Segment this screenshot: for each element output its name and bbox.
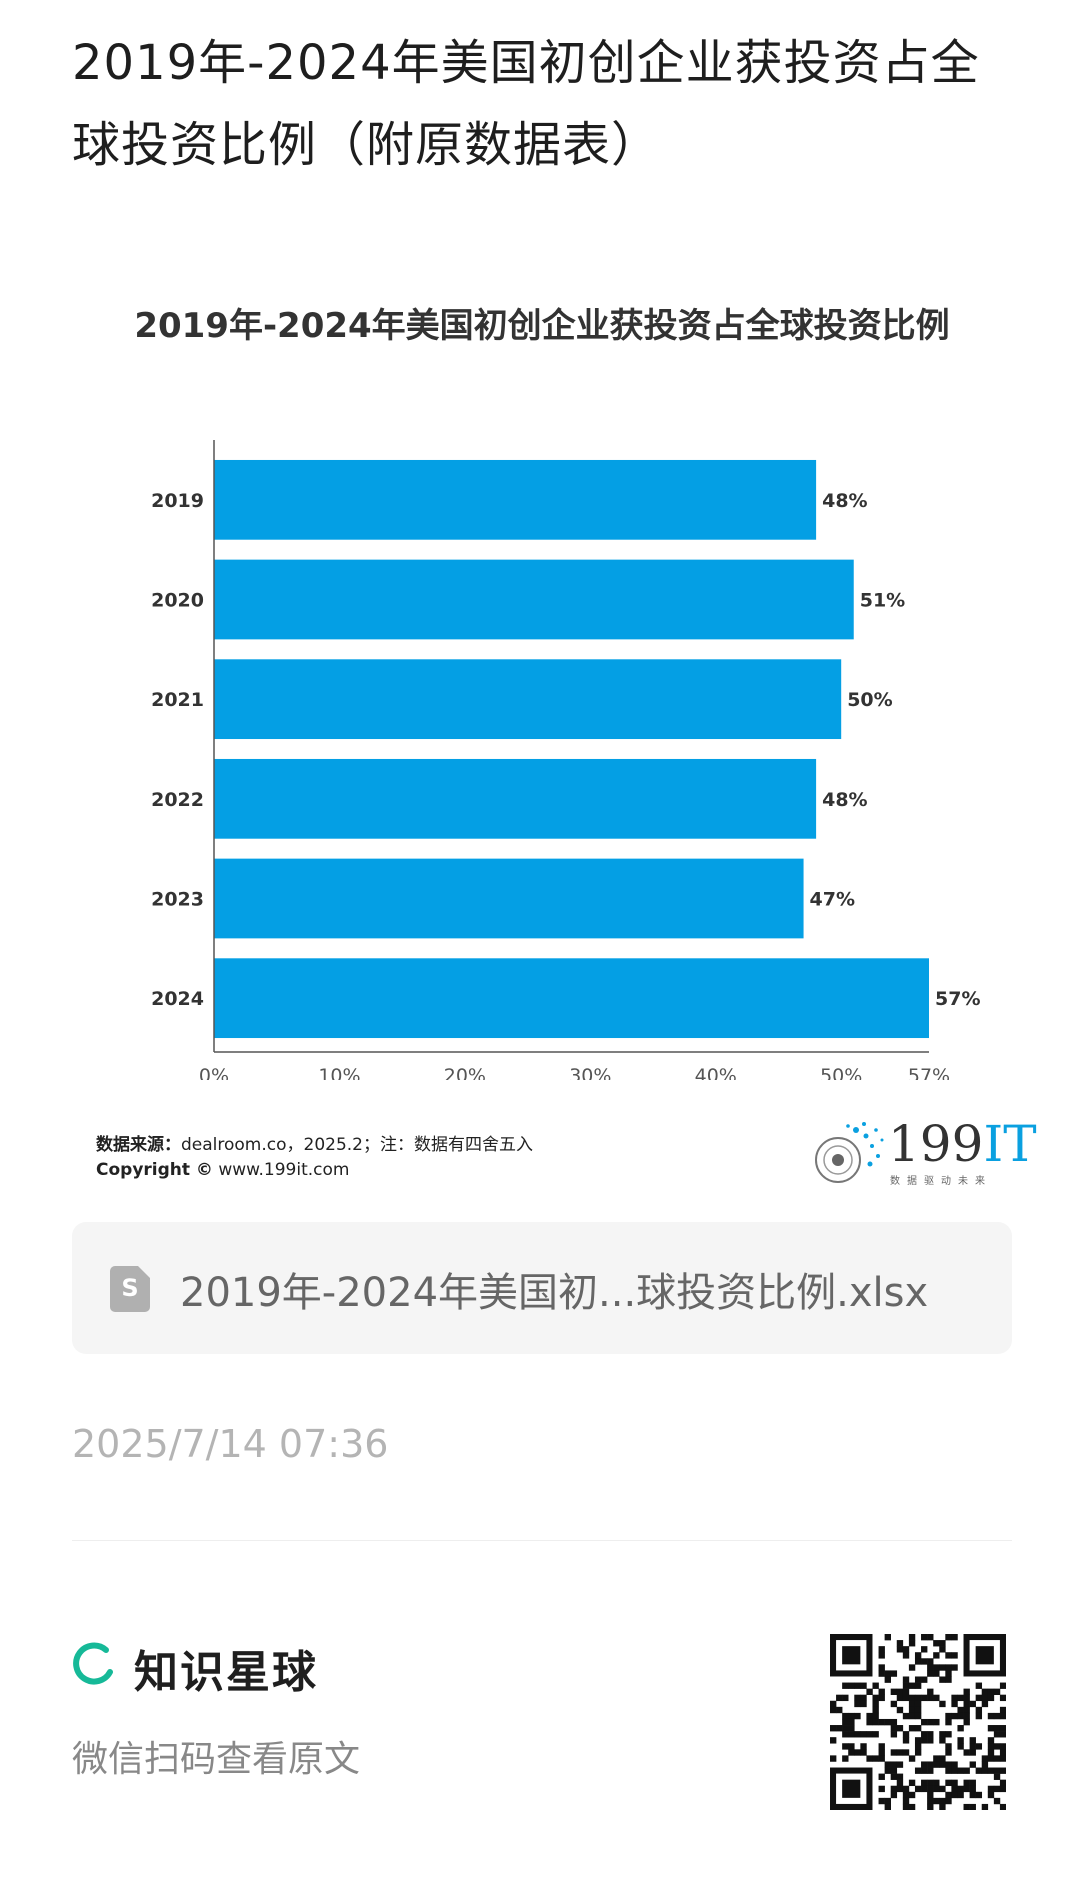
y-tick-label: 2022 xyxy=(151,789,204,811)
bar-2024 xyxy=(214,958,929,1039)
x-tick-label: 20% xyxy=(444,1065,486,1080)
scan-prompt: 微信扫码查看原文 xyxy=(72,1739,361,1780)
x-tick-label: 10% xyxy=(318,1065,360,1080)
bar-2022 xyxy=(214,758,817,839)
data-label: 47% xyxy=(810,889,855,911)
post-timestamp: 2025/7/14 07:36 xyxy=(72,1422,389,1466)
copyright-url: www.199it.com xyxy=(218,1160,350,1180)
copyright: Copyright © www.199it.com xyxy=(96,1160,349,1180)
attachment-file-name[interactable]: 2019年-2024年美国初...球投资比例.xlsx xyxy=(180,1270,929,1316)
x-tick-label: 0% xyxy=(199,1065,229,1080)
x-tick-label: 50% xyxy=(820,1065,862,1080)
199it-wordmark: 199IT xyxy=(888,1115,1037,1173)
bar-2019 xyxy=(214,459,817,540)
attachment-file-card[interactable]: S 2019年-2024年美国初...球投资比例.xlsx xyxy=(72,1222,1012,1354)
199it-tagline: 数据驱动未来 xyxy=(890,1176,992,1187)
copyright-label: Copyright © xyxy=(96,1160,213,1180)
divider xyxy=(72,1540,1012,1541)
y-tick-label: 2020 xyxy=(151,590,204,612)
data-label: 57% xyxy=(935,988,980,1010)
y-tick-label: 2021 xyxy=(151,689,204,711)
data-label: 48% xyxy=(822,490,867,512)
page-title: 2019年-2024年美国初创企业获投资占全球投资比例（附原数据表） xyxy=(72,35,980,173)
chart-title: 2019年-2024年美国初创企业获投资占全球投资比例 xyxy=(134,306,950,346)
chart-card: 2019年-2024年美国初创企业获投资占全球投资比例 2019 48% 2020 5… xyxy=(72,250,1012,1200)
bar-2020 xyxy=(214,559,854,640)
data-label: 50% xyxy=(847,689,892,711)
y-tick-label: 2024 xyxy=(151,988,204,1010)
qr-code[interactable] xyxy=(830,1634,1006,1810)
x-tick-label: 57% xyxy=(908,1065,950,1080)
spreadsheet-file-icon: S xyxy=(110,1266,150,1312)
data-label: 48% xyxy=(822,789,867,811)
dandelion-icon xyxy=(815,1122,884,1183)
data-source-label: 数据来源： xyxy=(96,1135,181,1155)
data-label: 51% xyxy=(860,590,905,612)
bar-chart: 2019 48% 2020 51% 2021 50% 2022 48% 2023 47% 2024 5… xyxy=(151,440,980,1080)
x-tick-label: 30% xyxy=(569,1065,611,1080)
199it-logo: 199IT 数据驱动未来 xyxy=(808,1116,1037,1190)
bar-2021 xyxy=(214,659,842,740)
zsxq-logo-icon xyxy=(73,1642,113,1685)
zsxq-brand-name: 知识星球 xyxy=(134,1647,318,1698)
data-source: 数据来源：dealroom.co，2025.2；注：数据有四舍五入 xyxy=(96,1130,533,1155)
data-source-text: dealroom.co，2025.2；注：数据有四舍五入 xyxy=(181,1135,534,1155)
x-tick-label: 40% xyxy=(695,1065,737,1080)
y-tick-label: 2023 xyxy=(151,889,204,911)
y-tick-label: 2019 xyxy=(151,490,204,512)
bar-2023 xyxy=(214,858,804,939)
